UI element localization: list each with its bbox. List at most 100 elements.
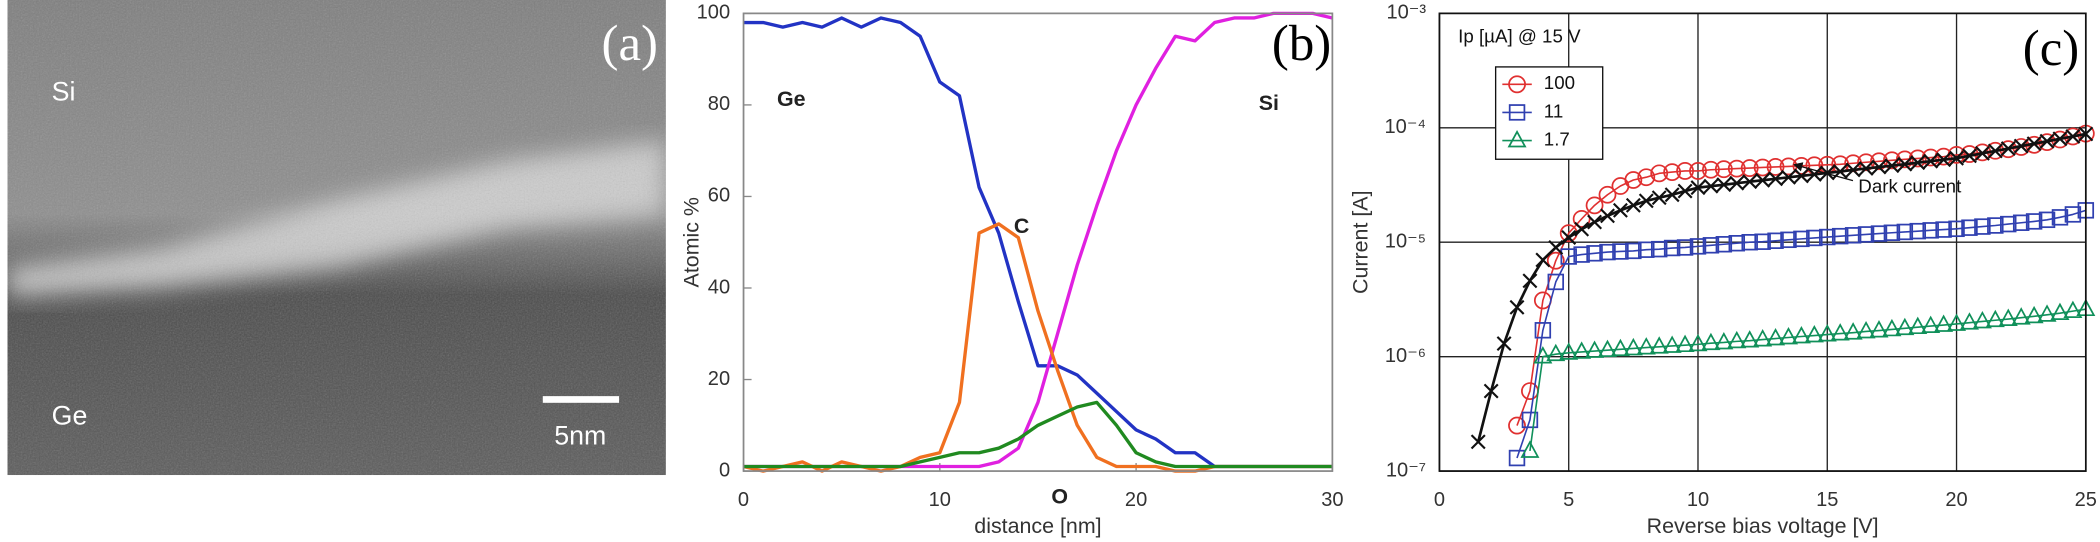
- marker: [1546, 343, 1566, 362]
- marker: [1624, 171, 1643, 189]
- marker: [1883, 224, 1901, 241]
- x-tick-label: 10: [1687, 489, 1709, 511]
- marker: [1650, 164, 1669, 183]
- marker: [1520, 440, 1540, 458]
- marker: [1675, 334, 1695, 353]
- marker: [1585, 196, 1604, 215]
- marker: [1728, 235, 1746, 252]
- x-tick-label: 25: [2075, 489, 2097, 511]
- scale-bar: [542, 396, 620, 403]
- marker: [2011, 307, 2031, 325]
- marker: [1714, 331, 1734, 350]
- marker: [1546, 251, 1565, 270]
- marker: [1636, 337, 1656, 355]
- marker: [1884, 158, 1900, 174]
- marker: [1870, 225, 1888, 242]
- tem-grain: [7, 0, 666, 476]
- marker: [1547, 273, 1565, 291]
- marker: [1806, 229, 1823, 247]
- marker: [1922, 222, 1939, 239]
- marker: [1780, 231, 1797, 249]
- marker: [1767, 232, 1784, 249]
- marker: [2065, 128, 2081, 144]
- x-tick-label: 15: [1816, 489, 1838, 511]
- marker: [1753, 329, 1773, 347]
- y-axis-label: Current [A]: [1348, 190, 1372, 293]
- marker: [1923, 153, 1939, 169]
- marker: [1688, 333, 1708, 352]
- marker: [1714, 160, 1733, 179]
- marker: [1817, 324, 1837, 342]
- marker: [1612, 243, 1629, 260]
- legend-label: 11: [1544, 100, 1563, 121]
- marker: [1753, 158, 1772, 177]
- marker: [2012, 214, 2030, 231]
- marker: [1663, 239, 1681, 257]
- x-tick-label: 30: [1321, 489, 1343, 511]
- marker: [1936, 152, 1952, 168]
- marker: [1897, 156, 1913, 172]
- marker: [1921, 315, 1941, 333]
- panel-label: (b): [1272, 15, 1331, 71]
- marker: [1509, 299, 1525, 315]
- marker: [1625, 197, 1641, 213]
- marker: [1766, 158, 1785, 176]
- marker: [1909, 222, 1926, 240]
- tem-image: [7, 0, 666, 476]
- marker: [1572, 341, 1592, 359]
- legend-box: [1494, 66, 1604, 160]
- marker: [1781, 169, 1796, 185]
- scale-bar-label: 5nm: [554, 421, 606, 451]
- marker: [1689, 238, 1707, 255]
- marker: [1703, 178, 1719, 194]
- series-label: Ge: [777, 87, 806, 111]
- marker: [1650, 240, 1668, 258]
- marker: [1791, 325, 1811, 344]
- x-axis-label: distance [nm]: [974, 514, 1101, 538]
- marker: [2013, 138, 2029, 154]
- marker: [1599, 243, 1616, 261]
- legend-marker: [1508, 75, 1526, 94]
- marker: [1508, 416, 1526, 435]
- marker: [2025, 213, 2043, 230]
- marker: [1740, 159, 1759, 177]
- marker: [1987, 217, 2004, 234]
- marker: [2039, 133, 2055, 149]
- marker: [1766, 328, 1786, 346]
- marker: [1716, 177, 1732, 193]
- marker: [1600, 208, 1615, 224]
- annotation-arrow: [1793, 162, 1854, 182]
- y-tick-label: 10⁻⁶: [1385, 345, 1426, 367]
- marker: [1793, 168, 1809, 184]
- marker: [1572, 209, 1591, 228]
- marker: [1962, 148, 1977, 164]
- series-label: C: [1014, 214, 1029, 238]
- marker: [1804, 325, 1824, 343]
- legend-marker: [1507, 130, 1527, 148]
- marker: [1534, 322, 1552, 339]
- marker: [1869, 320, 1889, 338]
- marker: [1548, 240, 1564, 255]
- marker: [1574, 221, 1590, 237]
- marker: [1819, 228, 1836, 246]
- marker: [1533, 346, 1553, 364]
- y-tick-label: 80: [708, 93, 730, 115]
- marker: [2051, 209, 2069, 226]
- panel-label: (a): [602, 15, 658, 71]
- legend-title: Ip [µA] @ 15 V: [1458, 25, 1581, 46]
- marker: [1637, 168, 1656, 187]
- y-tick-label: 10⁻³: [1386, 2, 1426, 24]
- marker: [1662, 335, 1682, 353]
- marker: [1806, 167, 1822, 182]
- series-line: [1529, 308, 2086, 452]
- marker: [2050, 302, 2070, 321]
- marker: [2052, 131, 2068, 147]
- marker: [1961, 219, 1978, 236]
- marker: [1623, 337, 1643, 356]
- marker: [1663, 163, 1682, 182]
- x-tick-label: 20: [1945, 489, 1967, 511]
- legend-label: 100: [1544, 72, 1575, 93]
- y-tick-label: 20: [708, 368, 730, 390]
- panel-label: (c): [2023, 20, 2079, 76]
- marker: [1985, 309, 2005, 328]
